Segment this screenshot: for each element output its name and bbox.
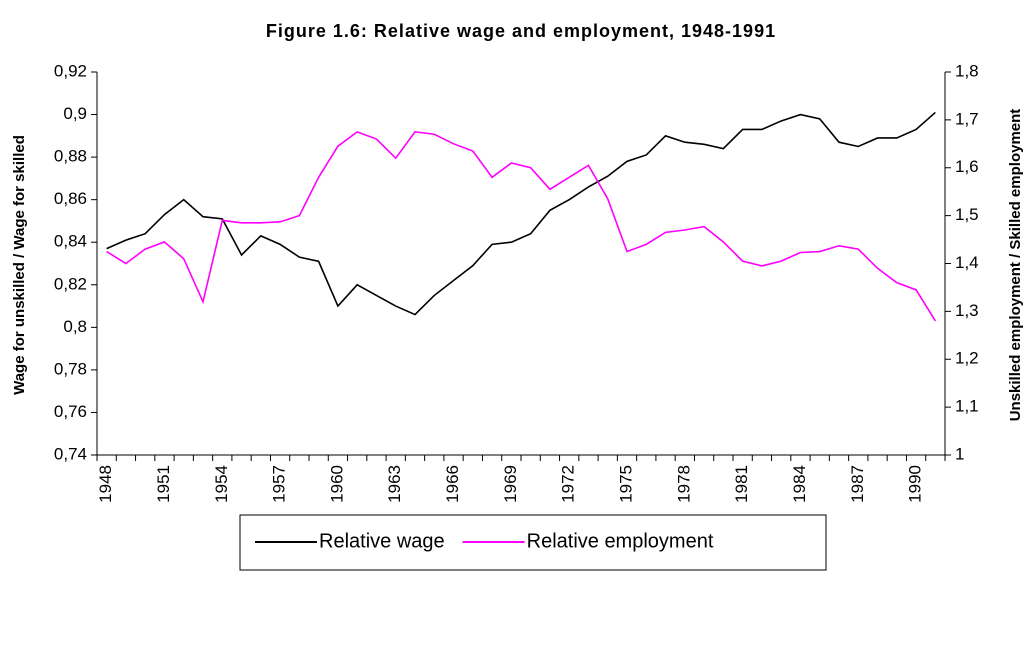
y2-tick-label: 1,3 (955, 301, 979, 320)
y2-tick-label: 1,5 (955, 205, 979, 224)
x-tick-label: 1969 (501, 465, 520, 503)
y2-tick-label: 1 (955, 444, 964, 463)
x-tick-label: 1966 (443, 465, 462, 503)
x-tick-label: 1972 (559, 465, 578, 503)
legend-label: Relative employment (527, 530, 714, 552)
x-tick-label: 1957 (270, 465, 289, 503)
y2-tick-label: 1,1 (955, 397, 979, 416)
data-line (106, 130, 937, 322)
chart-title: Figure 1.6: Relative wage and employment… (266, 21, 776, 41)
y-tick-label: 0,92 (54, 61, 87, 80)
y-axis-title: Wage for unskilled / Wage for skilled (11, 135, 28, 395)
y2-tick-label: 1,7 (955, 109, 979, 128)
x-tick-label: 1984 (790, 465, 809, 503)
data-line (106, 111, 936, 316)
legend-label: Relative wage (319, 530, 445, 552)
x-tick-label: 1963 (385, 465, 404, 503)
y-tick-label: 0,76 (54, 402, 87, 421)
y-tick-label: 0,9 (63, 104, 87, 123)
x-tick-label: 1954 (212, 465, 231, 503)
y2-axis-title: Unskilled employment / Skilled employmen… (1007, 109, 1024, 422)
y2-tick-label: 1,6 (955, 157, 979, 176)
y-tick-label: 0,82 (54, 274, 87, 293)
y2-tick-label: 1,4 (955, 253, 979, 272)
y-tick-label: 0,88 (54, 147, 87, 166)
x-tick-label: 1951 (154, 465, 173, 503)
y-tick-label: 0,86 (54, 189, 87, 208)
x-tick-label: 1990 (906, 465, 925, 503)
x-tick-label: 1981 (732, 465, 751, 503)
x-tick-label: 1960 (327, 465, 346, 503)
y-tick-label: 0,74 (54, 444, 87, 463)
legend-box (239, 514, 827, 571)
x-tick-label: 1987 (848, 465, 867, 503)
y2-tick-label: 1,2 (955, 349, 979, 368)
y-tick-label: 0,78 (54, 359, 87, 378)
x-tick-label: 1948 (96, 465, 115, 503)
x-tick-label: 1978 (674, 465, 693, 503)
y-tick-label: 0,8 (63, 317, 87, 336)
y2-tick-label: 1,8 (955, 61, 979, 80)
x-tick-label: 1975 (616, 465, 635, 503)
y-tick-label: 0,84 (54, 232, 87, 251)
